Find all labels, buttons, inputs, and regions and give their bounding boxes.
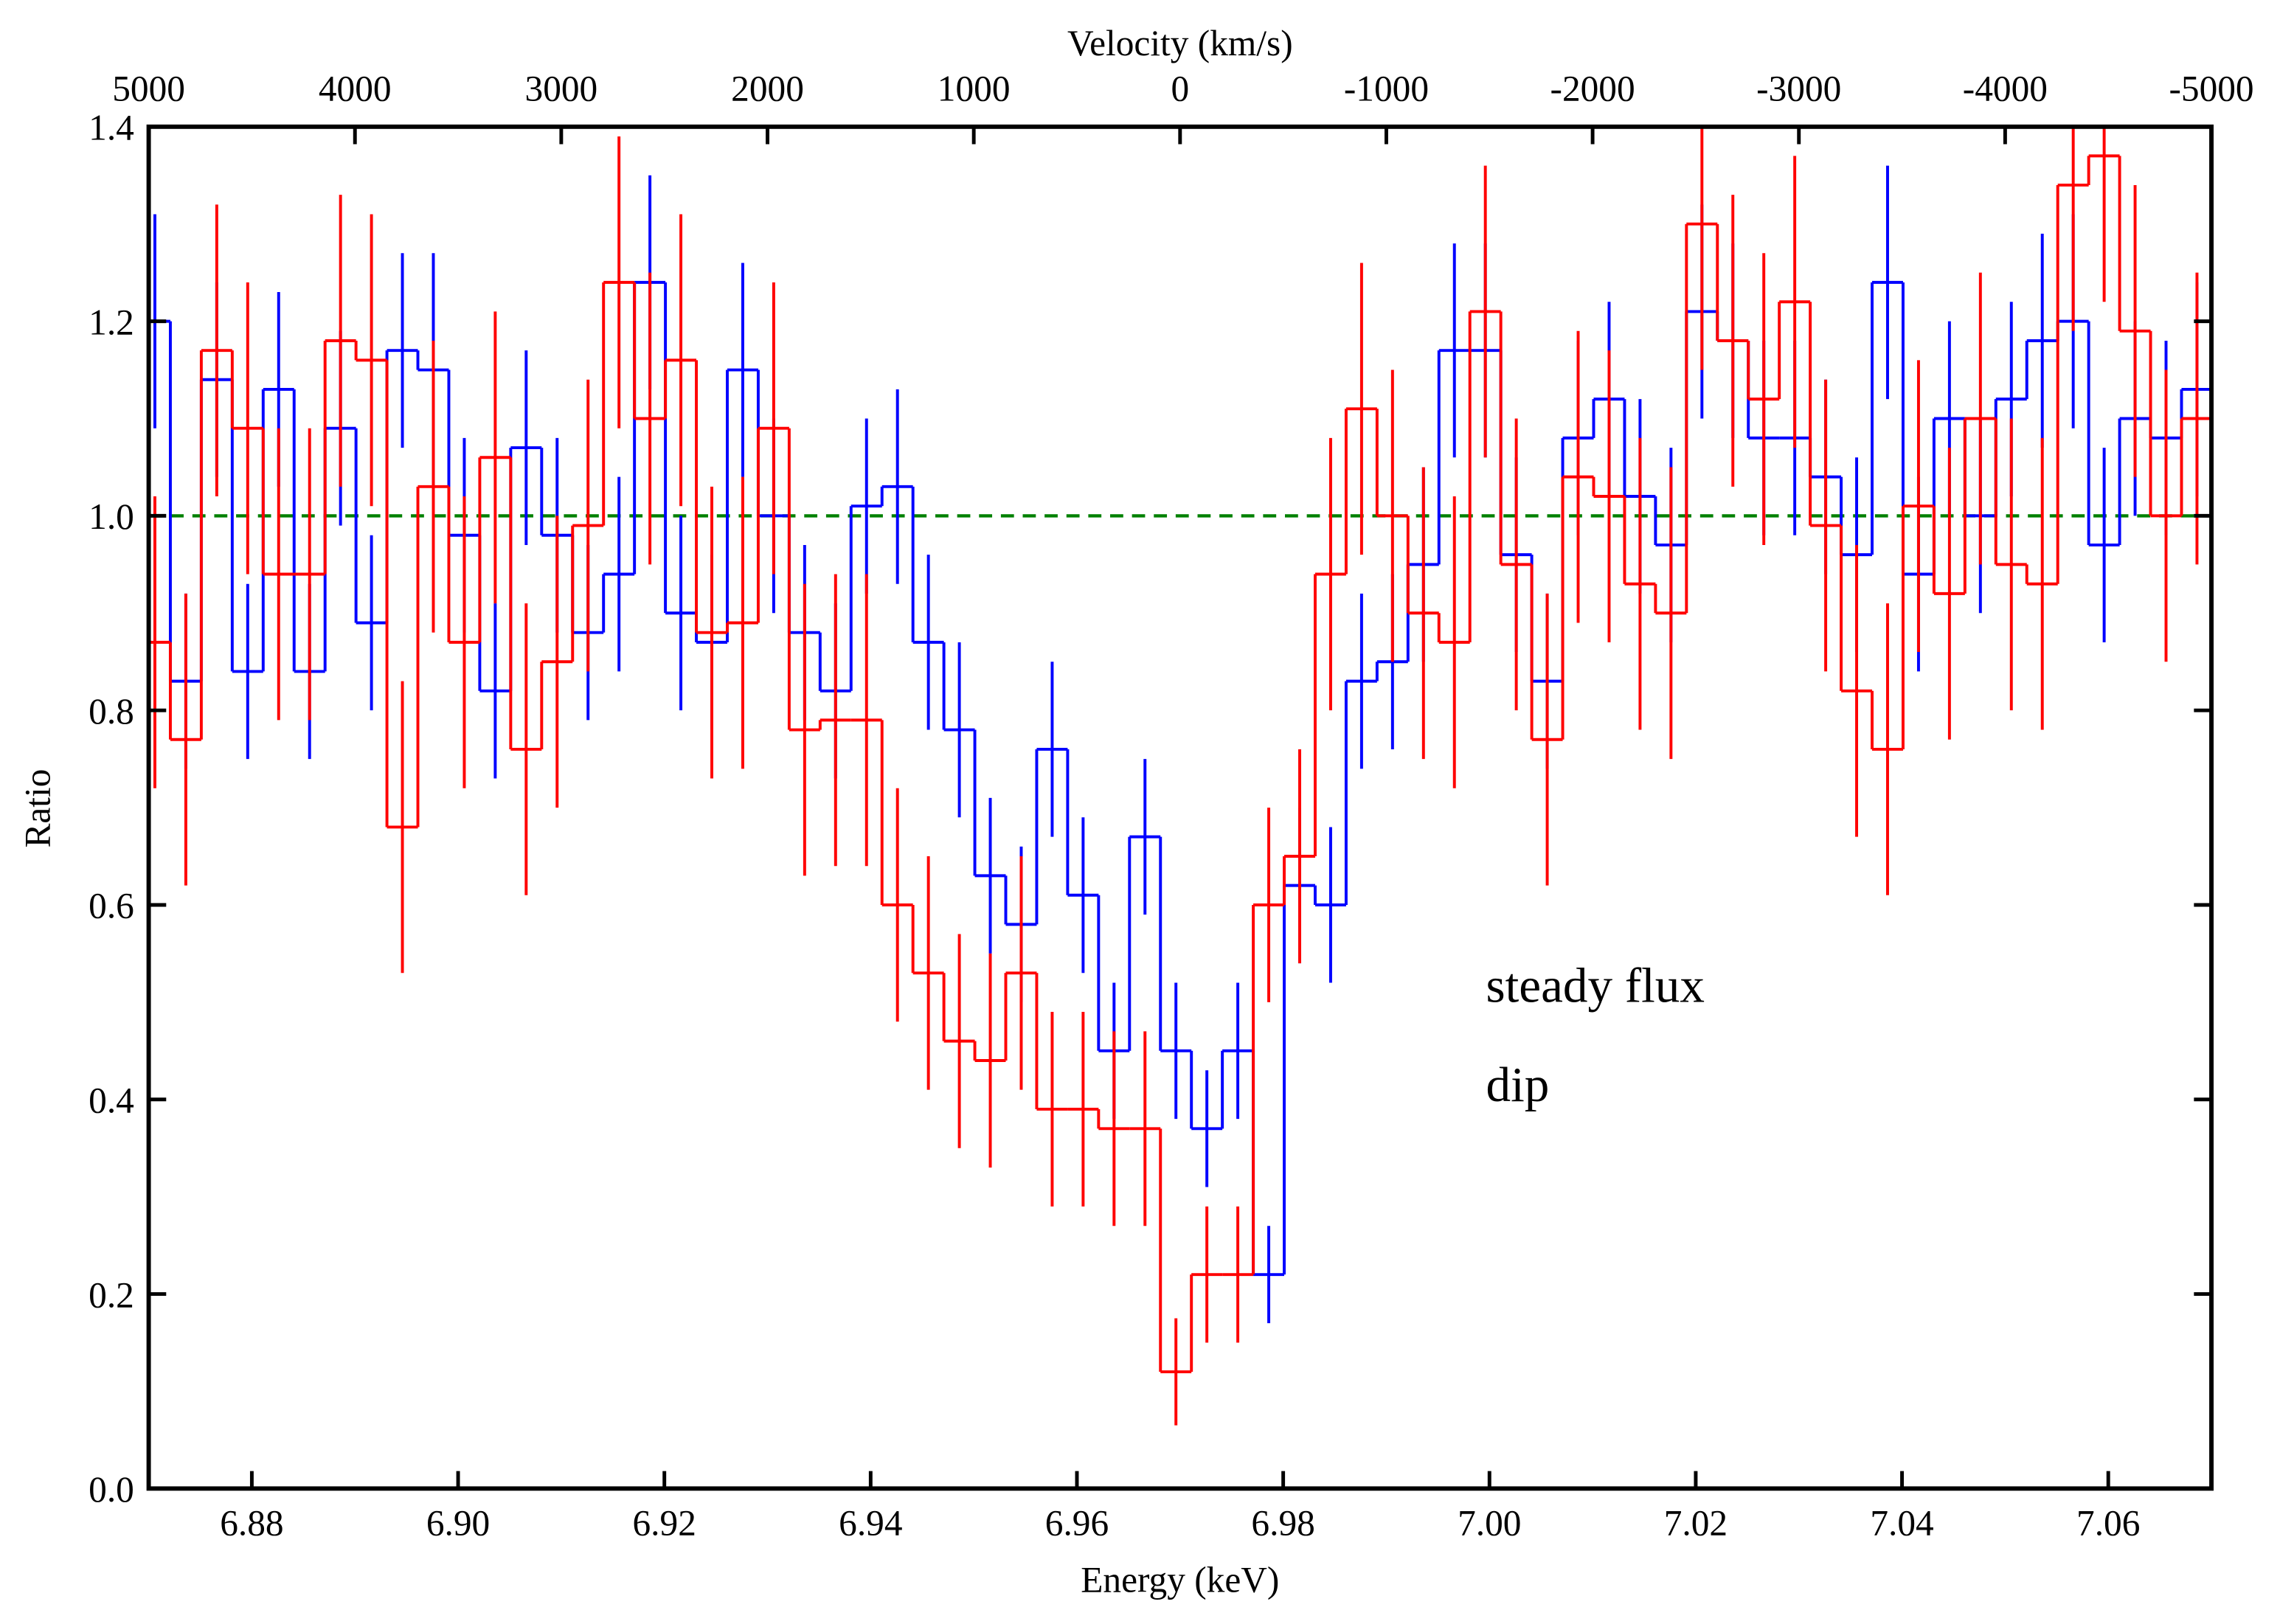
x2-tick-label: 2000 bbox=[731, 68, 804, 108]
x2-tick-label: 0 bbox=[1171, 68, 1189, 108]
x-tick-label: 7.04 bbox=[1870, 1503, 1933, 1544]
x-tick-label: 6.96 bbox=[1045, 1503, 1109, 1544]
y-tick-label: 0.4 bbox=[89, 1080, 134, 1121]
x2-axis-label: Velocity (km/s) bbox=[1067, 23, 1293, 63]
x2-tick-label: 4000 bbox=[319, 68, 392, 108]
y-tick-label: 0.2 bbox=[89, 1274, 134, 1315]
x-axis-label: Energy (keV) bbox=[1081, 1560, 1279, 1600]
x2-tick-label: 1000 bbox=[938, 68, 1011, 108]
y-tick-label: 1.0 bbox=[89, 496, 134, 537]
x2-tick-label: -2000 bbox=[1550, 68, 1635, 108]
y-tick-label: 1.2 bbox=[89, 302, 134, 342]
x-tick-label: 6.92 bbox=[633, 1503, 696, 1544]
x-tick-label: 7.00 bbox=[1458, 1503, 1521, 1544]
x-tick-label: 6.88 bbox=[220, 1503, 283, 1544]
x2-tick-label: -4000 bbox=[1963, 68, 2048, 108]
series bbox=[148, 126, 2212, 1426]
x-tick-label: 7.06 bbox=[2076, 1503, 2140, 1544]
legend-label: dip bbox=[1486, 1057, 1550, 1112]
y-tick-label: 0.6 bbox=[89, 886, 134, 926]
x-tick-label: 6.98 bbox=[1251, 1503, 1314, 1544]
x2-tick-label: 3000 bbox=[525, 68, 598, 108]
x2-tick-label: 5000 bbox=[112, 68, 185, 108]
y-axis-label: Ratio bbox=[17, 769, 58, 848]
series bbox=[148, 165, 2212, 1324]
y-tick-label: 0.0 bbox=[89, 1469, 134, 1510]
x-tick-label: 7.02 bbox=[1664, 1503, 1728, 1544]
x2-tick-label: -5000 bbox=[2169, 68, 2253, 108]
x-tick-label: 6.94 bbox=[839, 1503, 902, 1544]
x-tick-label: 6.90 bbox=[426, 1503, 490, 1544]
plot-area bbox=[148, 126, 2212, 1426]
y-tick-label: 1.4 bbox=[89, 108, 134, 148]
y-tick-label: 0.8 bbox=[89, 691, 134, 732]
x2-tick-label: -3000 bbox=[1756, 68, 1841, 108]
legend-label: steady flux bbox=[1486, 958, 1705, 1013]
x2-tick-label: -1000 bbox=[1344, 68, 1429, 108]
